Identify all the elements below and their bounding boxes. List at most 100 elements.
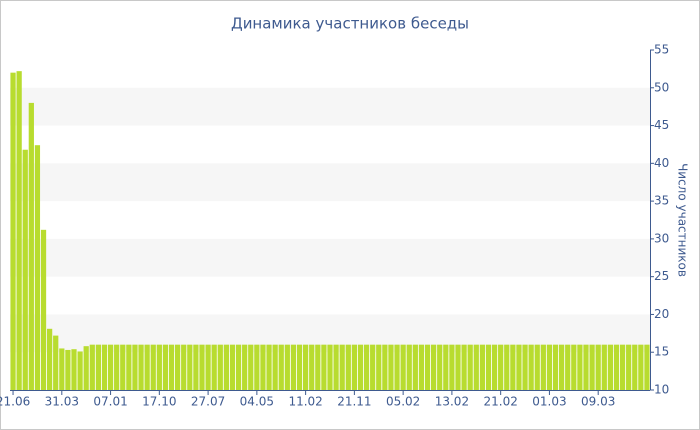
bar	[467, 344, 473, 390]
x-tick-label: 21.06	[0, 395, 30, 409]
bar	[632, 344, 638, 390]
bar	[522, 344, 528, 390]
bar	[217, 344, 223, 390]
bar	[46, 328, 53, 390]
bar	[412, 344, 418, 390]
bar	[83, 346, 89, 390]
bar	[376, 344, 382, 390]
bar	[510, 344, 516, 390]
bar	[107, 344, 114, 390]
bar	[65, 349, 71, 390]
y-tick-label: 15	[654, 345, 669, 359]
bar	[498, 344, 504, 390]
x-tick-label: 09.03	[581, 395, 615, 409]
bar	[95, 344, 102, 390]
bar	[10, 72, 16, 391]
bar	[101, 344, 108, 390]
bar	[345, 344, 351, 390]
grid-band	[10, 87, 650, 126]
bar	[266, 344, 272, 390]
bar	[278, 344, 284, 390]
chart-title: Динамика участников беседы	[231, 15, 469, 33]
bar	[339, 344, 345, 390]
bar	[254, 344, 260, 390]
bar	[302, 344, 309, 390]
bar	[138, 344, 144, 390]
x-tick-label: 07.01	[93, 395, 127, 409]
bar	[485, 344, 492, 390]
bar	[558, 344, 565, 390]
bar	[272, 344, 278, 390]
bar	[168, 344, 175, 390]
x-tick-label: 31.03	[45, 395, 79, 409]
bar	[242, 344, 248, 390]
bar	[546, 344, 553, 390]
x-tick-label: 01.03	[532, 395, 566, 409]
x-tick-label: 13.02	[435, 395, 469, 409]
bar	[607, 344, 614, 390]
bar	[114, 344, 120, 390]
bar	[638, 344, 644, 390]
bar	[77, 351, 83, 390]
bar	[211, 344, 217, 390]
y-tick-label: 50	[654, 80, 669, 94]
bar	[248, 344, 254, 390]
bar	[644, 344, 650, 390]
x-tick-label: 17.10	[142, 395, 176, 409]
bar	[400, 344, 406, 390]
bar	[144, 344, 150, 390]
bar	[174, 344, 181, 390]
bar	[40, 229, 47, 390]
bar	[418, 344, 425, 390]
bar	[473, 344, 479, 390]
bar	[595, 344, 601, 390]
bar	[613, 344, 620, 390]
bar	[589, 344, 595, 390]
bar	[540, 344, 546, 390]
bar	[571, 344, 577, 390]
x-tick-label: 04.05	[240, 395, 274, 409]
bar	[357, 344, 364, 390]
bar	[193, 344, 199, 390]
bar	[619, 344, 626, 390]
bar	[156, 344, 162, 390]
bar	[229, 344, 236, 390]
bar	[534, 344, 540, 390]
bar	[223, 344, 230, 390]
bar	[16, 71, 22, 391]
bar	[577, 344, 583, 390]
bar	[363, 344, 370, 390]
x-tick-label: 21.11	[337, 395, 371, 409]
bar	[89, 344, 95, 390]
bar	[449, 344, 455, 390]
bar	[370, 344, 376, 390]
x-tick-label: 11.02	[288, 395, 322, 409]
bar	[626, 344, 632, 390]
bar	[388, 344, 394, 390]
grid-band	[10, 238, 650, 277]
bar	[315, 344, 321, 390]
y-tick-label: 45	[654, 118, 669, 132]
y-tick-label: 20	[654, 307, 669, 321]
bar	[71, 349, 77, 390]
bar	[205, 344, 211, 390]
bar	[351, 344, 358, 390]
y-tick-label: 25	[654, 269, 669, 283]
bar	[22, 149, 28, 390]
bar	[132, 344, 138, 390]
bar	[290, 344, 297, 390]
bar	[437, 344, 443, 390]
y-tick-label: 35	[654, 194, 669, 208]
bar	[187, 344, 193, 390]
x-tick-label: 27.07	[191, 395, 225, 409]
y-axis-title: Число участников	[676, 163, 690, 277]
bar	[162, 344, 169, 390]
bar	[321, 344, 327, 390]
bar	[120, 344, 126, 390]
bar	[327, 344, 333, 390]
bar	[199, 344, 205, 390]
x-tick-label: 05.02	[386, 395, 420, 409]
bar	[296, 344, 303, 390]
bar	[309, 344, 315, 390]
bar	[53, 335, 59, 390]
